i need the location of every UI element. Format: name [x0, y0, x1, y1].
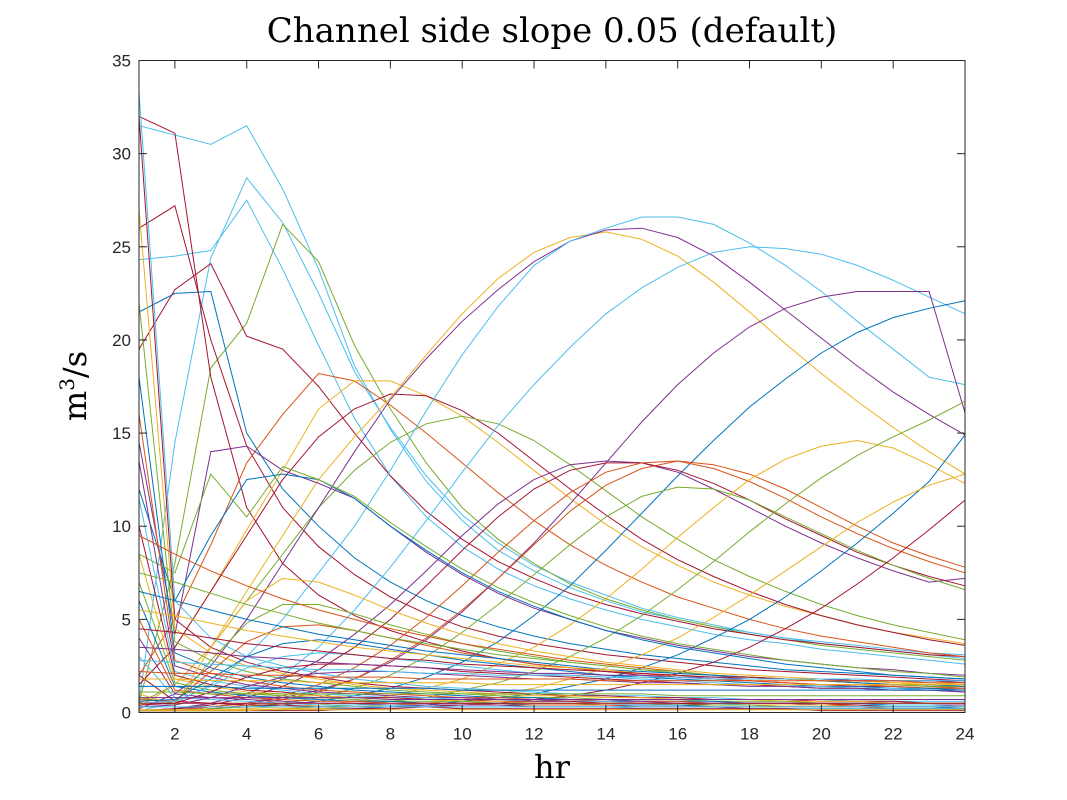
series-line-34 — [138, 209, 965, 704]
y-tick-label: 35 — [112, 52, 131, 71]
series-line-7 — [138, 262, 966, 658]
series-line-61 — [138, 659, 965, 682]
y-axis-label-main: m — [56, 391, 94, 421]
series-line-63 — [139, 678, 965, 686]
y-tick-label: 15 — [112, 424, 131, 443]
series-line-8 — [138, 205, 966, 682]
x-tick-label: 20 — [812, 725, 831, 744]
x-tick-label: 12 — [525, 725, 544, 744]
chart-title: Channel side slope 0.05 (default) — [267, 11, 838, 51]
y-tick-label: 20 — [112, 331, 131, 350]
x-axis-label: hr — [534, 748, 571, 786]
series-line-13 — [138, 231, 966, 708]
x-tick-label: 6 — [314, 725, 323, 744]
series-line-62 — [138, 671, 965, 684]
x-tick-label: 18 — [740, 725, 759, 744]
y-tick-label: 0 — [122, 704, 131, 723]
x-tick-label: 4 — [242, 725, 251, 744]
x-tick-label: 14 — [596, 725, 615, 744]
x-tick-label: 16 — [668, 725, 687, 744]
x-tick-label: 24 — [956, 725, 975, 744]
x-tick-label: 8 — [386, 725, 395, 744]
series-line-28 — [139, 473, 966, 712]
x-tick-label: 2 — [170, 725, 179, 744]
series-line-4 — [138, 223, 966, 704]
series-line-66 — [139, 697, 965, 700]
x-tick-label: 10 — [453, 725, 472, 744]
series-line-31 — [138, 466, 966, 678]
y-tick-label: 10 — [112, 517, 131, 536]
series-line-14 — [138, 227, 966, 710]
series-line-22 — [139, 460, 966, 712]
plot-frame — [138, 60, 966, 713]
series-line-64 — [139, 685, 965, 691]
series-line-12 — [138, 415, 966, 704]
y-axis-label-sup: 3 — [55, 378, 79, 391]
series-line-9 — [138, 372, 966, 676]
y-tick-label: 25 — [112, 238, 131, 257]
y-axis-label: m3/s — [55, 351, 94, 421]
series-line-47 — [138, 674, 965, 712]
series-line-65 — [139, 691, 965, 697]
series-layer — [138, 92, 966, 712]
series-line-3 — [138, 199, 966, 665]
y-tick-label: 30 — [112, 145, 131, 164]
y-axis-label-tail: /s — [56, 351, 94, 378]
series-line-23 — [139, 486, 966, 712]
series-line-1 — [138, 125, 966, 656]
x-tick-label: 22 — [884, 725, 903, 744]
series-line-11 — [138, 393, 966, 685]
y-tick-label: 5 — [122, 610, 131, 629]
series-line-17 — [138, 291, 966, 712]
